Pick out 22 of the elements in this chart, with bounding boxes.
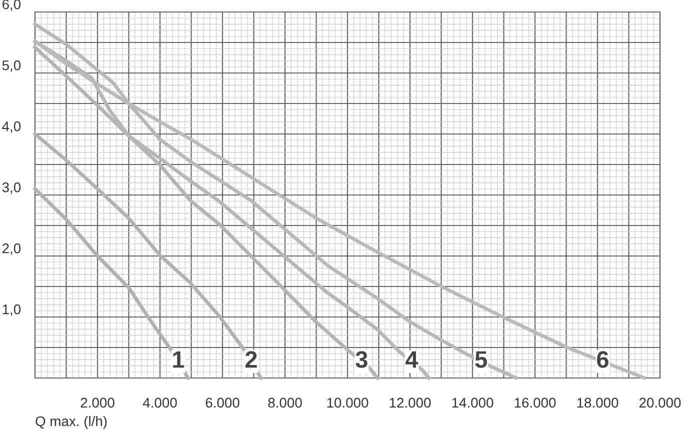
series-label: 6	[596, 351, 608, 368]
y-tick-label: 4,0	[2, 121, 21, 133]
x-tick-label: 8.000	[268, 398, 302, 408]
x-tick-label: 20.000	[639, 398, 681, 408]
series-label: 3	[356, 351, 368, 368]
y-tick-label: 5,0	[2, 60, 21, 72]
x-tick-label: 4.000	[142, 398, 177, 408]
x-tick-label: 12.000	[390, 398, 431, 408]
y-tick-label: 3,0	[2, 182, 21, 194]
x-tick-label: 2.000	[80, 398, 114, 408]
series-label: 4	[406, 351, 418, 368]
y-tick-label: 2,0	[2, 243, 21, 255]
series-label: 2	[245, 351, 257, 368]
x-tick-label: 10.000	[327, 398, 368, 408]
y-tick-label: 1,0	[2, 304, 21, 316]
x-tick-label: 14.000	[452, 398, 494, 408]
series-label: 1	[173, 351, 184, 368]
x-tick-label: 16.000	[514, 398, 556, 408]
x-tick-label: 6.000	[206, 398, 240, 408]
series-label: 5	[475, 351, 487, 368]
x-tick-label: 18.000	[577, 398, 618, 408]
x-axis-title: Q max. (l/h)	[36, 416, 107, 429]
